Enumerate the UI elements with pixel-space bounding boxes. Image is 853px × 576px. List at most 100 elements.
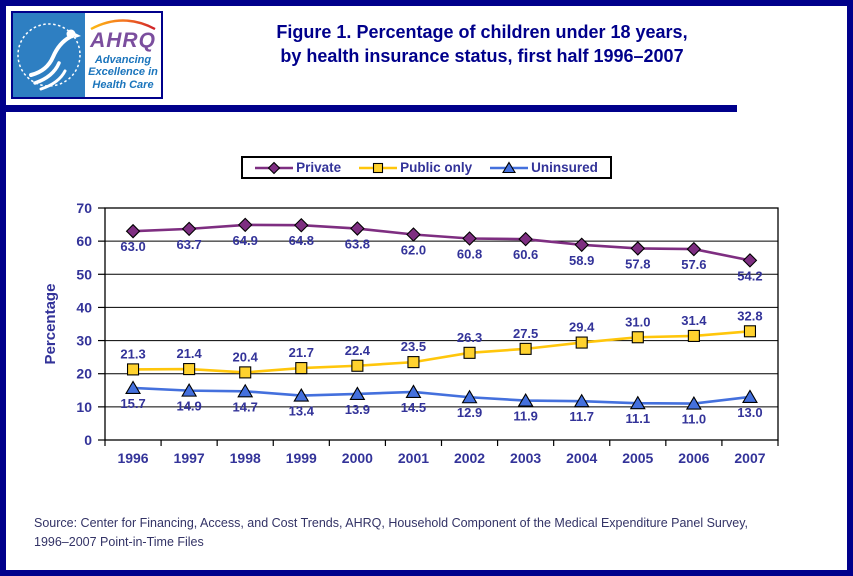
square-marker-icon — [687, 329, 700, 342]
diamond-marker-icon — [630, 241, 646, 256]
diamond-marker-icon — [462, 231, 477, 246]
square-marker-icon — [183, 363, 196, 376]
data-label: 13.4 — [289, 404, 315, 419]
square-marker-icon — [743, 325, 757, 338]
data-label: 64.8 — [289, 233, 314, 248]
rainbow-arc-icon — [90, 18, 156, 30]
diamond-marker-icon — [406, 227, 421, 242]
data-label: 63.7 — [176, 237, 201, 252]
ahrq-tagline: Advancing Excellence in Health Care — [88, 54, 158, 92]
diamond-marker-icon — [574, 237, 589, 253]
triangle-up-marker-icon — [685, 395, 702, 410]
tagline-line2: Excellence in — [88, 66, 158, 79]
legend-label: Private — [296, 160, 342, 175]
data-label: 26.3 — [457, 330, 482, 345]
series-uninsured: 15.7 14.9 14.7 13.4 13.9 14.5 12.9 11.9 11.7 11.1… — [120, 380, 763, 427]
x-tick-label: 2005 — [622, 450, 653, 466]
data-label: 22.4 — [345, 343, 371, 358]
data-label: 13.0 — [737, 405, 762, 420]
series-line — [133, 329, 751, 374]
hhs-eagle-icon — [17, 23, 81, 91]
data-label: 14.5 — [401, 400, 426, 415]
y-tick-label: 70 — [76, 200, 92, 216]
data-label: 31.4 — [681, 313, 707, 328]
y-tick-label: 0 — [84, 432, 92, 448]
series-public-only: 21.3 21.4 20.4 21.7 22.4 23.5 26.3 27.5 29.4 31.0… — [120, 308, 763, 379]
source-note: Source: Center for Financing, Access, an… — [34, 514, 847, 552]
y-tick-label: 40 — [76, 299, 92, 315]
data-label: 29.4 — [569, 320, 595, 335]
data-label: 60.8 — [457, 246, 482, 261]
square-marker-icon — [519, 342, 532, 355]
figure-title: Figure 1. Percentage of children under 1… — [163, 6, 847, 69]
square-marker-icon — [407, 356, 420, 369]
y-tick-label: 10 — [76, 399, 92, 415]
triangle-up-marker-icon — [517, 392, 534, 407]
data-label: 21.7 — [289, 345, 314, 360]
ahrq-logo: AHRQ Advancing Excellence in Health Care — [11, 11, 163, 99]
square-marker-icon — [295, 362, 308, 375]
data-label: 57.6 — [681, 257, 706, 272]
hhs-seal — [13, 13, 85, 97]
legend-label: Public only — [400, 160, 473, 175]
data-label: 21.4 — [176, 346, 202, 361]
triangle-up-marker-icon — [573, 393, 590, 408]
y-tick-label: 50 — [76, 266, 92, 282]
y-tick-label: 30 — [76, 333, 92, 349]
data-label: 14.9 — [176, 399, 201, 414]
y-tick-label: 20 — [76, 366, 92, 382]
legend-item-public-only: Public only — [359, 160, 472, 175]
data-label: 27.5 — [513, 326, 538, 341]
diamond-marker-icon — [350, 221, 365, 236]
header-divider — [6, 105, 737, 112]
triangle-up-marker-icon — [502, 160, 517, 173]
diamond-marker-icon — [181, 221, 197, 237]
data-label: 57.8 — [625, 256, 650, 271]
diamond-marker-icon — [518, 231, 533, 247]
triangle-up-marker-icon — [742, 389, 758, 403]
legend-swatch-icon — [255, 161, 294, 174]
insurance-trend-chart: 0 10 20 30 40 50 60 70 1996 1997 1998 1999 2000 2001 2… — [42, 200, 779, 466]
square-marker-icon — [575, 336, 588, 349]
data-label: 23.5 — [401, 339, 426, 354]
data-label: 15.7 — [120, 396, 145, 411]
data-label: 62.0 — [401, 243, 426, 258]
figure-title-line2: by health insurance status, first half 1… — [280, 46, 684, 67]
series-line — [132, 223, 751, 262]
legend-item-private: Private — [255, 160, 341, 175]
x-tick-label: 1997 — [174, 450, 205, 466]
data-label: 64.9 — [233, 233, 258, 248]
chart-legend: Private Public only Uninsured — [241, 156, 612, 179]
triangle-up-marker-icon — [125, 380, 141, 395]
x-tick-label: 2000 — [342, 450, 373, 466]
tagline-line1: Advancing — [94, 53, 152, 66]
header: AHRQ Advancing Excellence in Health Care… — [6, 6, 847, 99]
x-tick-label: 2001 — [398, 450, 429, 466]
x-tick-label: 2002 — [454, 450, 485, 466]
data-label: 60.6 — [513, 247, 538, 262]
diamond-marker-icon — [237, 217, 253, 233]
data-label: 63.8 — [345, 237, 370, 252]
figure-title-line1: Figure 1. Percentage of children under 1… — [276, 22, 688, 42]
tagline-line3: Health Care — [92, 78, 154, 91]
data-label: 58.9 — [569, 253, 594, 268]
data-label: 13.9 — [345, 402, 370, 417]
square-marker-icon — [239, 366, 252, 379]
ahrq-acronym: AHRQ — [90, 28, 156, 52]
legend-label: Uninsured — [531, 160, 598, 175]
diamond-marker-icon — [686, 241, 702, 257]
triangle-up-marker-icon — [461, 389, 478, 404]
data-label: 31.0 — [625, 314, 650, 329]
data-label: 32.8 — [737, 308, 762, 323]
square-marker-icon — [351, 359, 364, 372]
legend-item-uninsured: Uninsured — [490, 160, 598, 175]
square-marker-icon — [631, 331, 644, 344]
data-label: 11.0 — [682, 412, 707, 427]
square-marker-icon — [463, 346, 476, 359]
legend-swatch-icon — [490, 160, 529, 173]
x-tick-label: 1996 — [117, 450, 148, 466]
x-tick-label: 2003 — [510, 450, 541, 466]
x-tick-label: 2006 — [678, 450, 709, 466]
data-label: 21.3 — [120, 346, 145, 361]
